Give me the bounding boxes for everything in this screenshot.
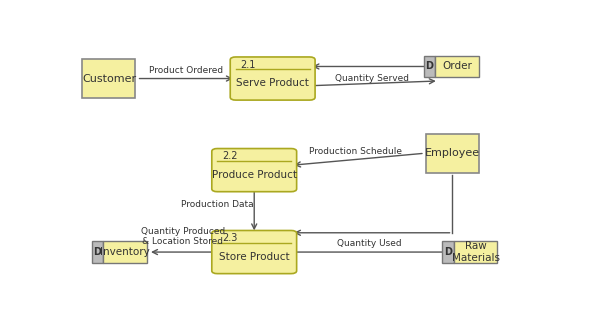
Bar [453, 241, 497, 263]
Text: Production Data: Production Data [181, 200, 253, 209]
Text: Serve Product: Serve Product [236, 78, 309, 88]
Text: Customer: Customer [82, 74, 136, 84]
Text: Quantity Used: Quantity Used [337, 239, 402, 248]
Text: Quantity Served: Quantity Served [335, 74, 409, 83]
Text: Quantity Produced
& Location Stored: Quantity Produced & Location Stored [140, 227, 225, 246]
Bar [92, 241, 103, 263]
Text: D: D [93, 247, 101, 257]
Bar [442, 241, 453, 263]
Text: D: D [425, 61, 433, 71]
Text: Inventory: Inventory [100, 247, 150, 257]
Text: Produce Product: Produce Product [212, 170, 297, 180]
Text: Order: Order [442, 61, 472, 71]
Text: D: D [444, 247, 452, 257]
Bar [435, 56, 479, 77]
FancyBboxPatch shape [212, 230, 297, 274]
FancyBboxPatch shape [230, 57, 315, 100]
Text: 2.3: 2.3 [222, 233, 237, 243]
Text: 2.2: 2.2 [222, 151, 237, 161]
Bar [426, 134, 479, 172]
Text: Employee: Employee [425, 148, 480, 158]
Bar [83, 59, 136, 98]
Bar [424, 56, 435, 77]
Text: 2.1: 2.1 [240, 60, 256, 70]
FancyBboxPatch shape [212, 149, 297, 192]
Text: Product Ordered: Product Ordered [149, 66, 224, 75]
Text: Production Schedule: Production Schedule [309, 147, 402, 156]
Text: Raw
Materials: Raw Materials [452, 241, 500, 263]
Text: Store Product: Store Product [219, 252, 290, 262]
Bar [103, 241, 147, 263]
